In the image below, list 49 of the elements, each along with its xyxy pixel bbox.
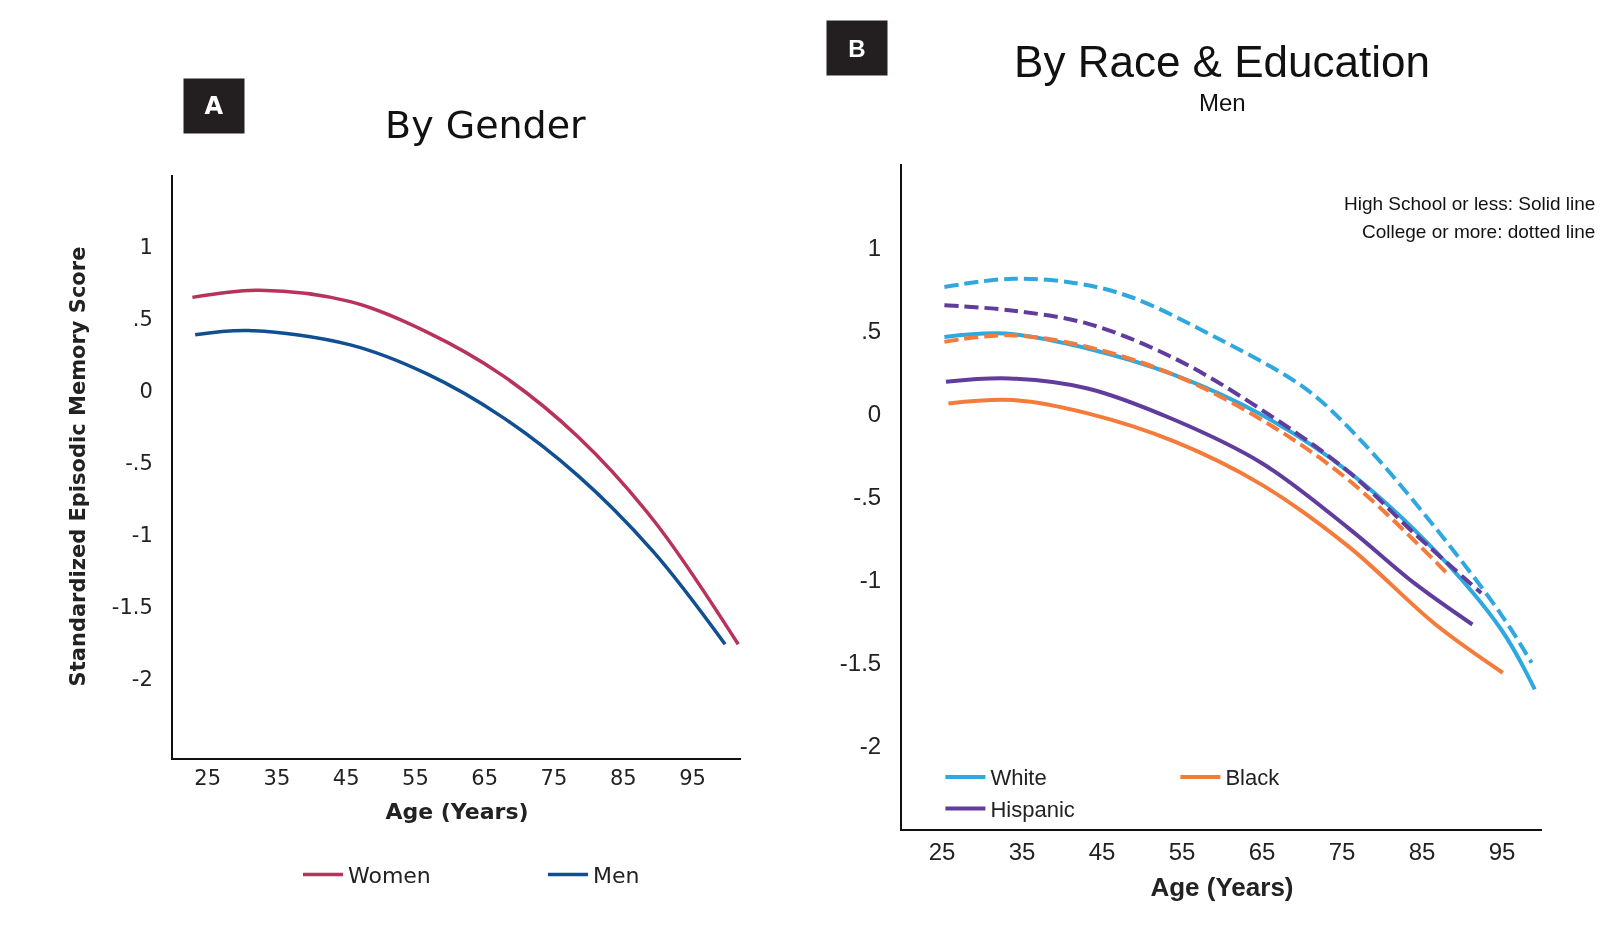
y-tick-label: -1.5	[839, 649, 882, 677]
y-tick-label: -.5	[853, 482, 882, 510]
y-tick-label: 0	[139, 379, 153, 404]
legend-label: Hispanic	[990, 797, 1075, 823]
x-tick-label: 65	[1248, 837, 1276, 865]
x-tick-label: 85	[609, 766, 637, 791]
y-tick-label: 1	[867, 233, 882, 261]
x-tick-label: 35	[263, 766, 291, 791]
annotation: College or more: dotted line	[1362, 221, 1596, 242]
chart-title: By Race & Education	[1014, 37, 1430, 87]
x-tick-label: 35	[1008, 837, 1036, 865]
y-tick-label: -2	[859, 732, 882, 760]
line-series	[942, 303, 1484, 595]
text: A	[204, 92, 224, 120]
x-tick-label: 95	[1488, 837, 1516, 865]
y-axis-title: Standardized Episodic Memory Score	[66, 246, 91, 687]
line-series	[946, 397, 1505, 675]
y-tick-label: -1	[859, 566, 882, 594]
y-tick-label: .5	[132, 307, 153, 332]
x-tick-label: 45	[332, 766, 360, 791]
x-axis-title: Age (Years)	[1150, 872, 1294, 902]
annotation: High School or less: Solid line	[1344, 193, 1596, 214]
x-tick-label: 65	[471, 766, 499, 791]
x-tick-label: 25	[194, 766, 221, 791]
y-tick-label: -2	[131, 667, 153, 692]
legend-label: Black	[1225, 765, 1281, 791]
y-tick-label: -1.5	[111, 595, 153, 620]
legend-label: White	[990, 765, 1047, 791]
line-series	[942, 276, 1534, 665]
x-tick-label: 75	[1328, 837, 1356, 865]
x-tick-label: 55	[402, 766, 429, 791]
chart-subtitle: Men	[1199, 89, 1246, 116]
y-tick-label: .5	[861, 316, 882, 344]
line-series	[944, 376, 1475, 627]
x-tick-label: 45	[1088, 837, 1116, 865]
y-tick-label: -.5	[125, 451, 153, 476]
y-tick-label: -1	[131, 523, 153, 548]
y-tick-label: 1	[139, 235, 153, 260]
x-tick-label: 55	[1168, 837, 1196, 865]
x-tick-label: 85	[1408, 837, 1436, 865]
x-axis-title: Age (Years)	[385, 798, 529, 824]
x-tick-label: 25	[928, 837, 956, 865]
chart-title: By Gender	[385, 103, 587, 148]
y-tick-label: 0	[867, 399, 882, 427]
legend-label: Men	[592, 862, 640, 888]
x-tick-label: 75	[540, 766, 568, 791]
legend-label: Women	[347, 862, 431, 888]
text: B	[848, 34, 866, 62]
x-tick-label: 95	[679, 766, 706, 791]
